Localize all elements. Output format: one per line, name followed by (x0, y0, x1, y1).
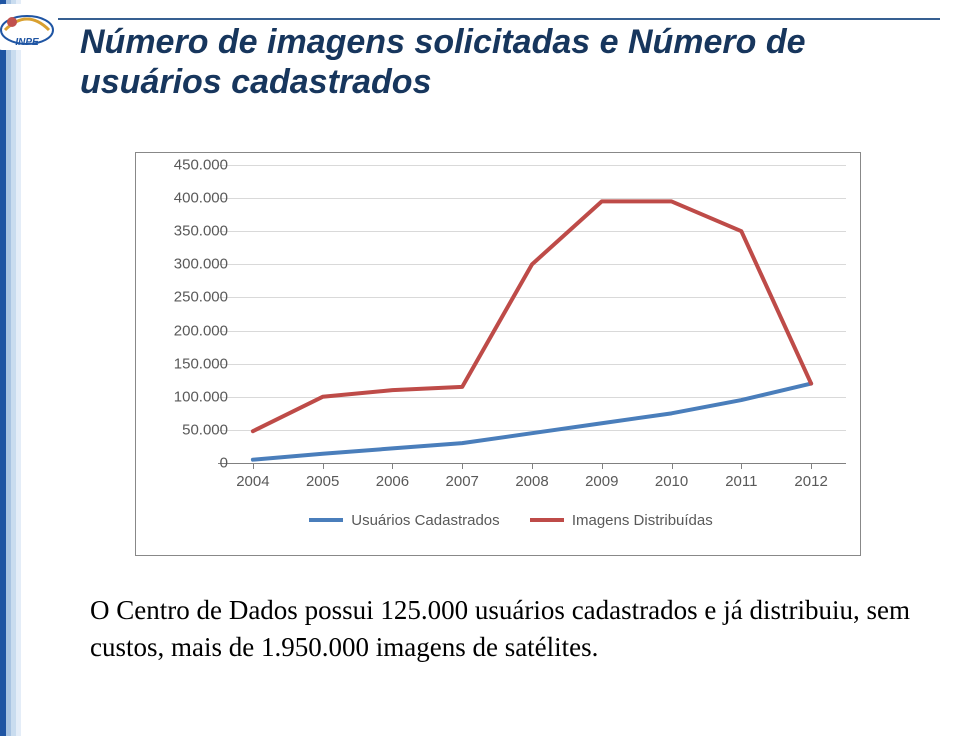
body-text: O Centro de Dados possui 125.000 usuário… (90, 592, 910, 667)
svg-text:INPE: INPE (15, 37, 39, 48)
legend-label-1: Usuários Cadastrados (351, 512, 499, 529)
x-tick-label: 2008 (497, 473, 567, 490)
slide-title: Número de imagens solicitadas e Número d… (80, 22, 920, 102)
y-tick-label: 250.000 (158, 289, 228, 306)
y-tick-label: 100.000 (158, 388, 228, 405)
legend-swatch-2 (530, 518, 564, 522)
chart-plot-area (218, 165, 846, 463)
y-tick-label: 450.000 (158, 157, 228, 174)
x-tick-label: 2005 (288, 473, 358, 490)
x-tick-label: 2009 (567, 473, 637, 490)
legend-swatch-1 (309, 518, 343, 522)
y-tick-label: 50.000 (158, 421, 228, 438)
x-tick-label: 2010 (637, 473, 707, 490)
y-tick-label: 300.000 (158, 256, 228, 273)
y-tick-label: 150.000 (158, 355, 228, 372)
title-underline (58, 18, 940, 20)
decor-stripe (16, 0, 21, 736)
x-tick-label: 2011 (706, 473, 776, 490)
x-tick-label: 2006 (357, 473, 427, 490)
legend-label-2: Imagens Distribuídas (572, 512, 713, 529)
title-box: Número de imagens solicitadas e Número d… (80, 22, 920, 102)
chart-container: 0 50.000 100.000 150.000 200.000 250.000 300.0… (135, 152, 861, 556)
inpe-logo: INPE (0, 4, 58, 50)
slide: INPE Número de imagens solicitadas e Núm… (0, 0, 960, 736)
y-tick-label: 400.000 (158, 190, 228, 207)
x-tick-label: 2004 (218, 473, 288, 490)
chart-legend: Usuários Cadastrados Imagens Distribuída… (136, 511, 860, 529)
x-tick-label: 2007 (427, 473, 497, 490)
y-tick-label: 200.000 (158, 322, 228, 339)
x-tick-label: 2012 (776, 473, 846, 490)
y-tick-label: 350.000 (158, 223, 228, 240)
y-tick-label: 0 (158, 455, 228, 472)
